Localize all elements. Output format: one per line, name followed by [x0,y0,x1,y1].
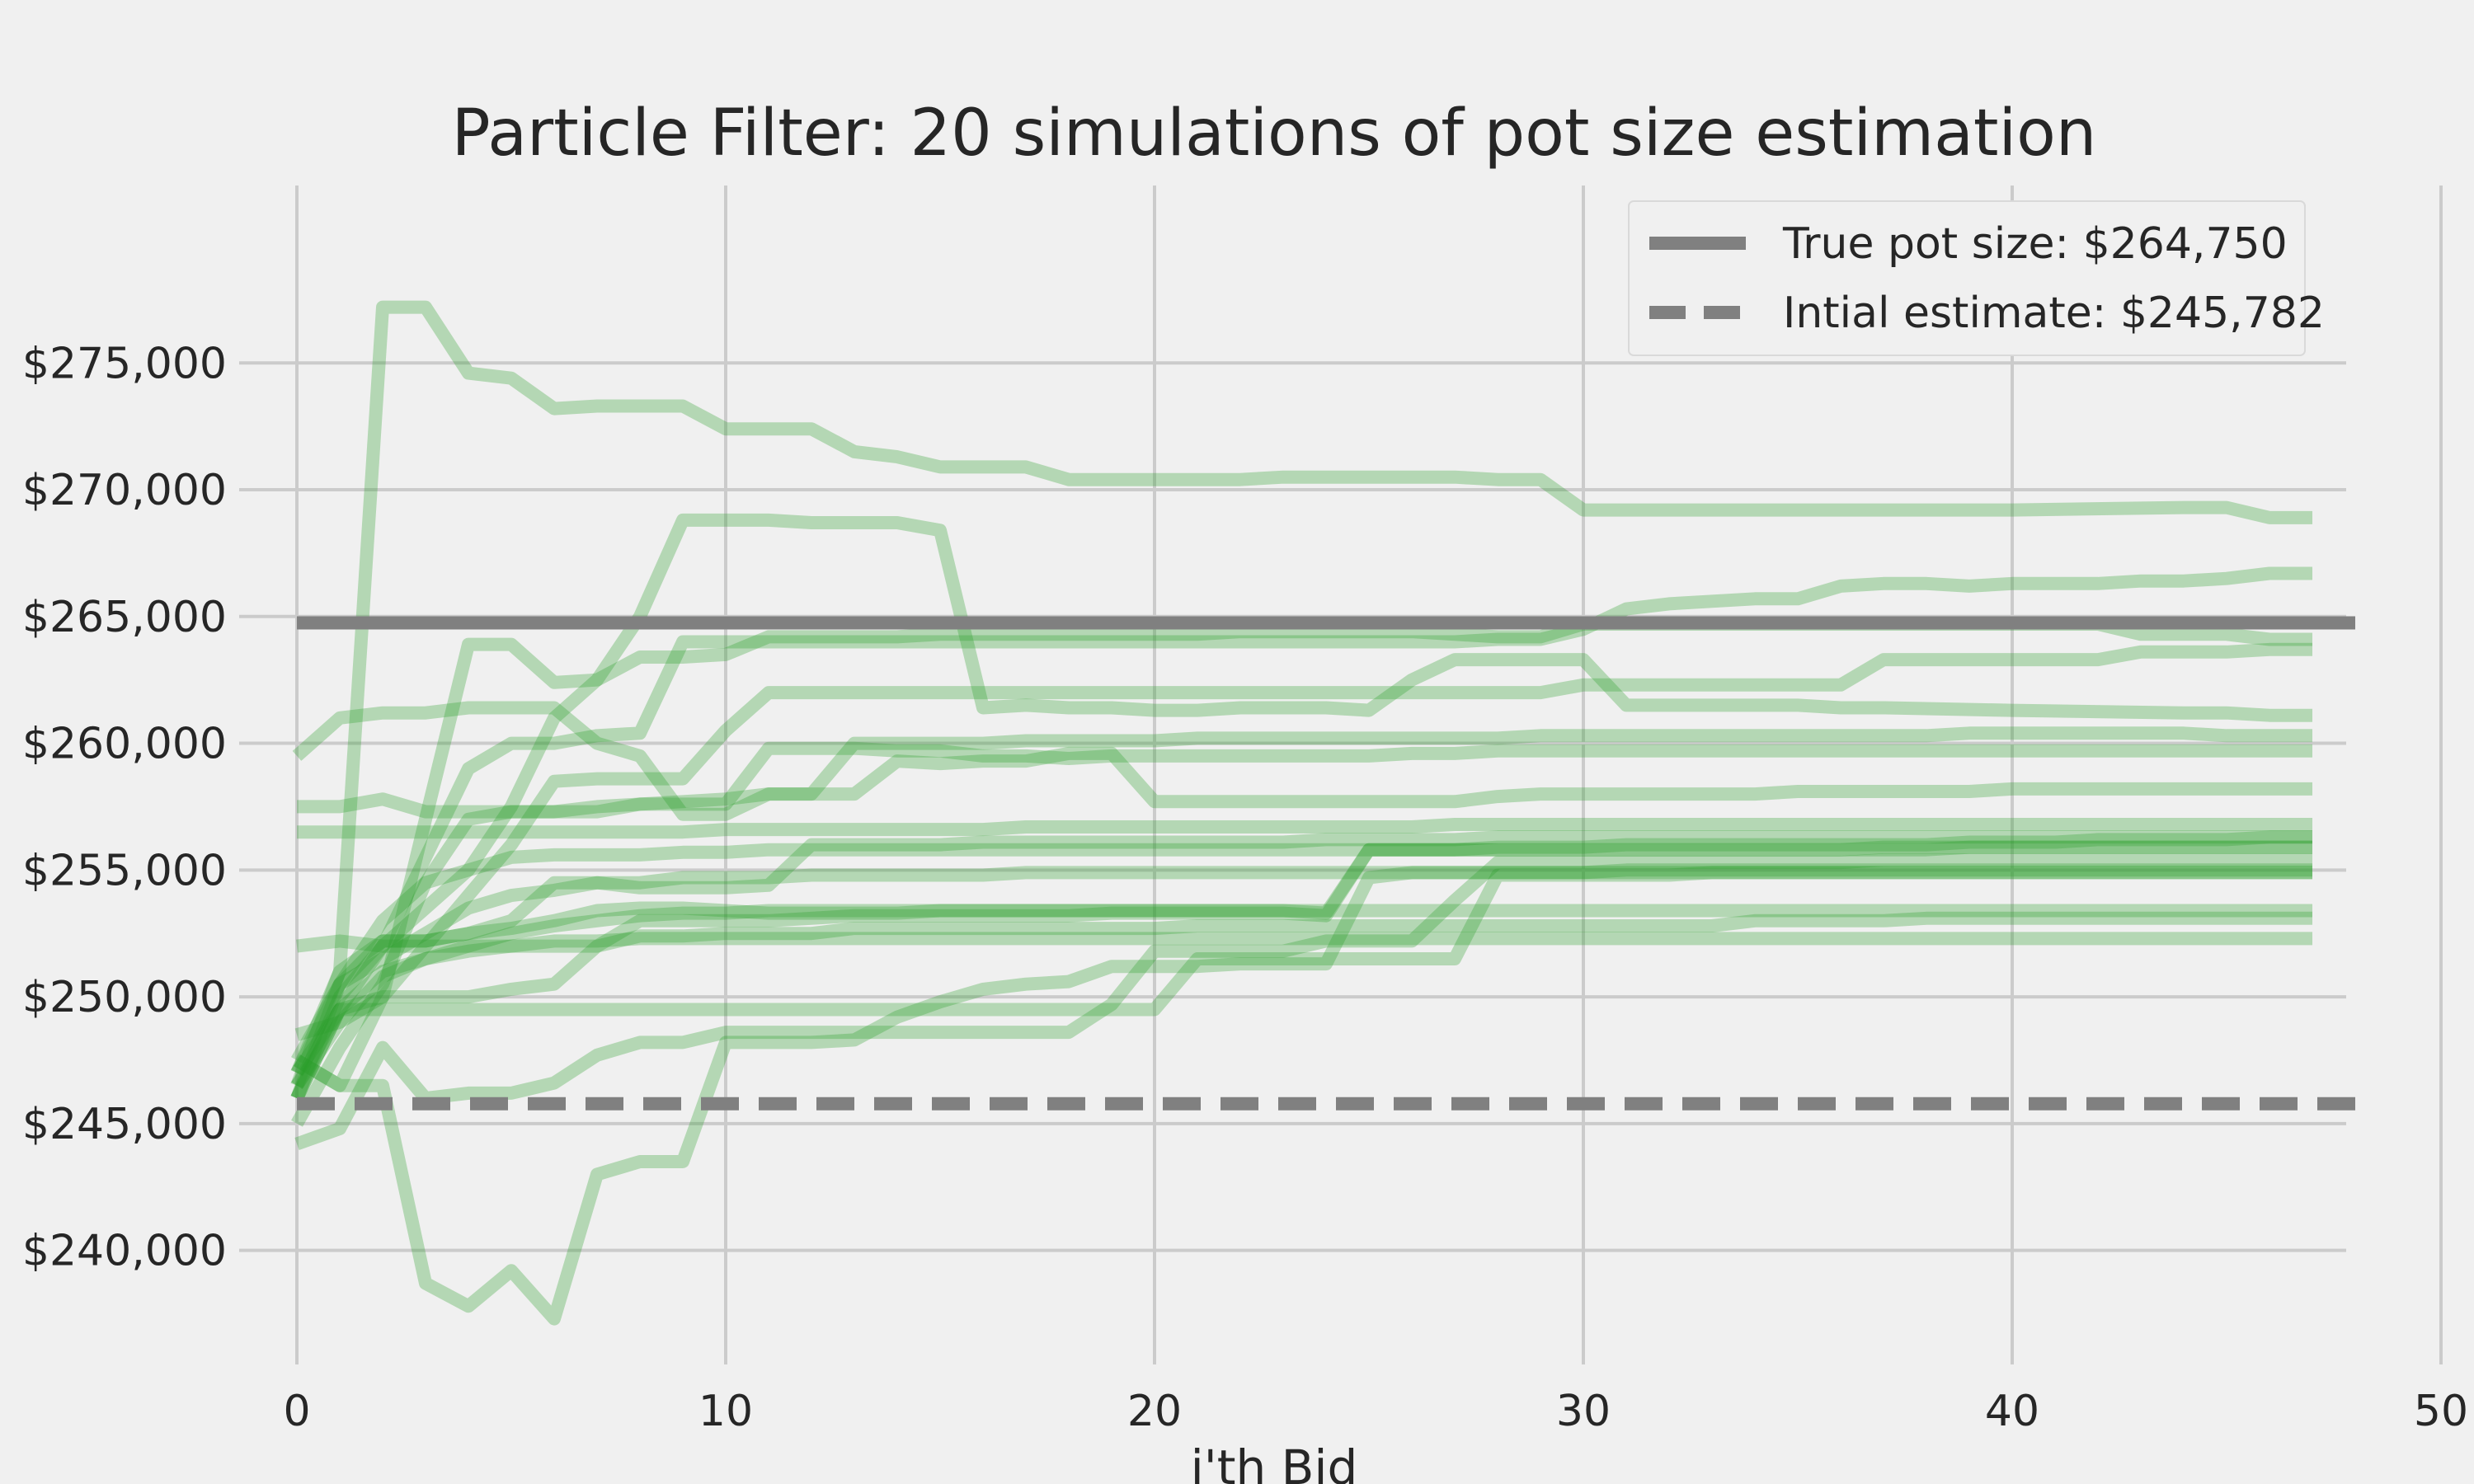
reference-lines [297,616,2355,1111]
legend-true-label: True pot size: $264,750 [1782,219,2288,269]
x-tick-label: 30 [1556,1387,1611,1436]
x-tick-labels: 0 10 20 30 40 50 [283,1387,2468,1436]
y-tick-label: $275,000 [22,339,227,388]
y-tick-label: $255,000 [22,846,227,895]
series-line [292,701,2312,821]
series-line [293,863,2312,1326]
series-line [291,904,2312,1090]
series-line [291,726,2312,1127]
grid-lines [239,186,2443,1364]
series-lines [290,300,2312,1326]
series-line [290,840,2312,1101]
series-line [294,911,2312,1041]
series-line [290,300,2312,1088]
y-tick-label: $245,000 [22,1100,227,1149]
y-tick-label: $265,000 [22,593,227,642]
x-tick-label: 40 [1985,1387,2039,1436]
x-tick-label: 10 [698,1387,753,1436]
legend-box [1628,200,2306,356]
y-tick-label: $250,000 [22,973,227,1022]
series-line [294,853,2312,1151]
legend: True pot size: $264,750 Intial estimate:… [1628,200,2325,356]
y-tick-label: $260,000 [22,720,227,769]
x-axis-label: i'th Bid [1191,1439,1358,1484]
series-line [291,840,2312,1064]
series-line [297,741,2312,819]
y-tick-label: $270,000 [22,466,227,515]
series-line [297,818,2312,839]
x-tick-label: 20 [1127,1387,1182,1436]
x-tick-label: 50 [2414,1387,2468,1436]
series-line [296,830,2312,953]
chart-title: Particle Filter: 20 simulations of pot s… [452,96,2097,171]
legend-initial-label: Intial estimate: $245,782 [1783,289,2325,338]
series-line [290,566,2312,1101]
series-line [290,866,2312,1076]
series-line [291,513,2312,1077]
series-line [291,866,2312,1089]
x-tick-label: 0 [283,1387,310,1436]
series-line [290,830,2312,1076]
y-tick-label: $240,000 [22,1227,227,1276]
series-line [290,932,2312,1101]
series-line [290,642,2312,1101]
y-tick-labels: $240,000 $245,000 $250,000 $255,000 $260,000… [22,339,227,1275]
